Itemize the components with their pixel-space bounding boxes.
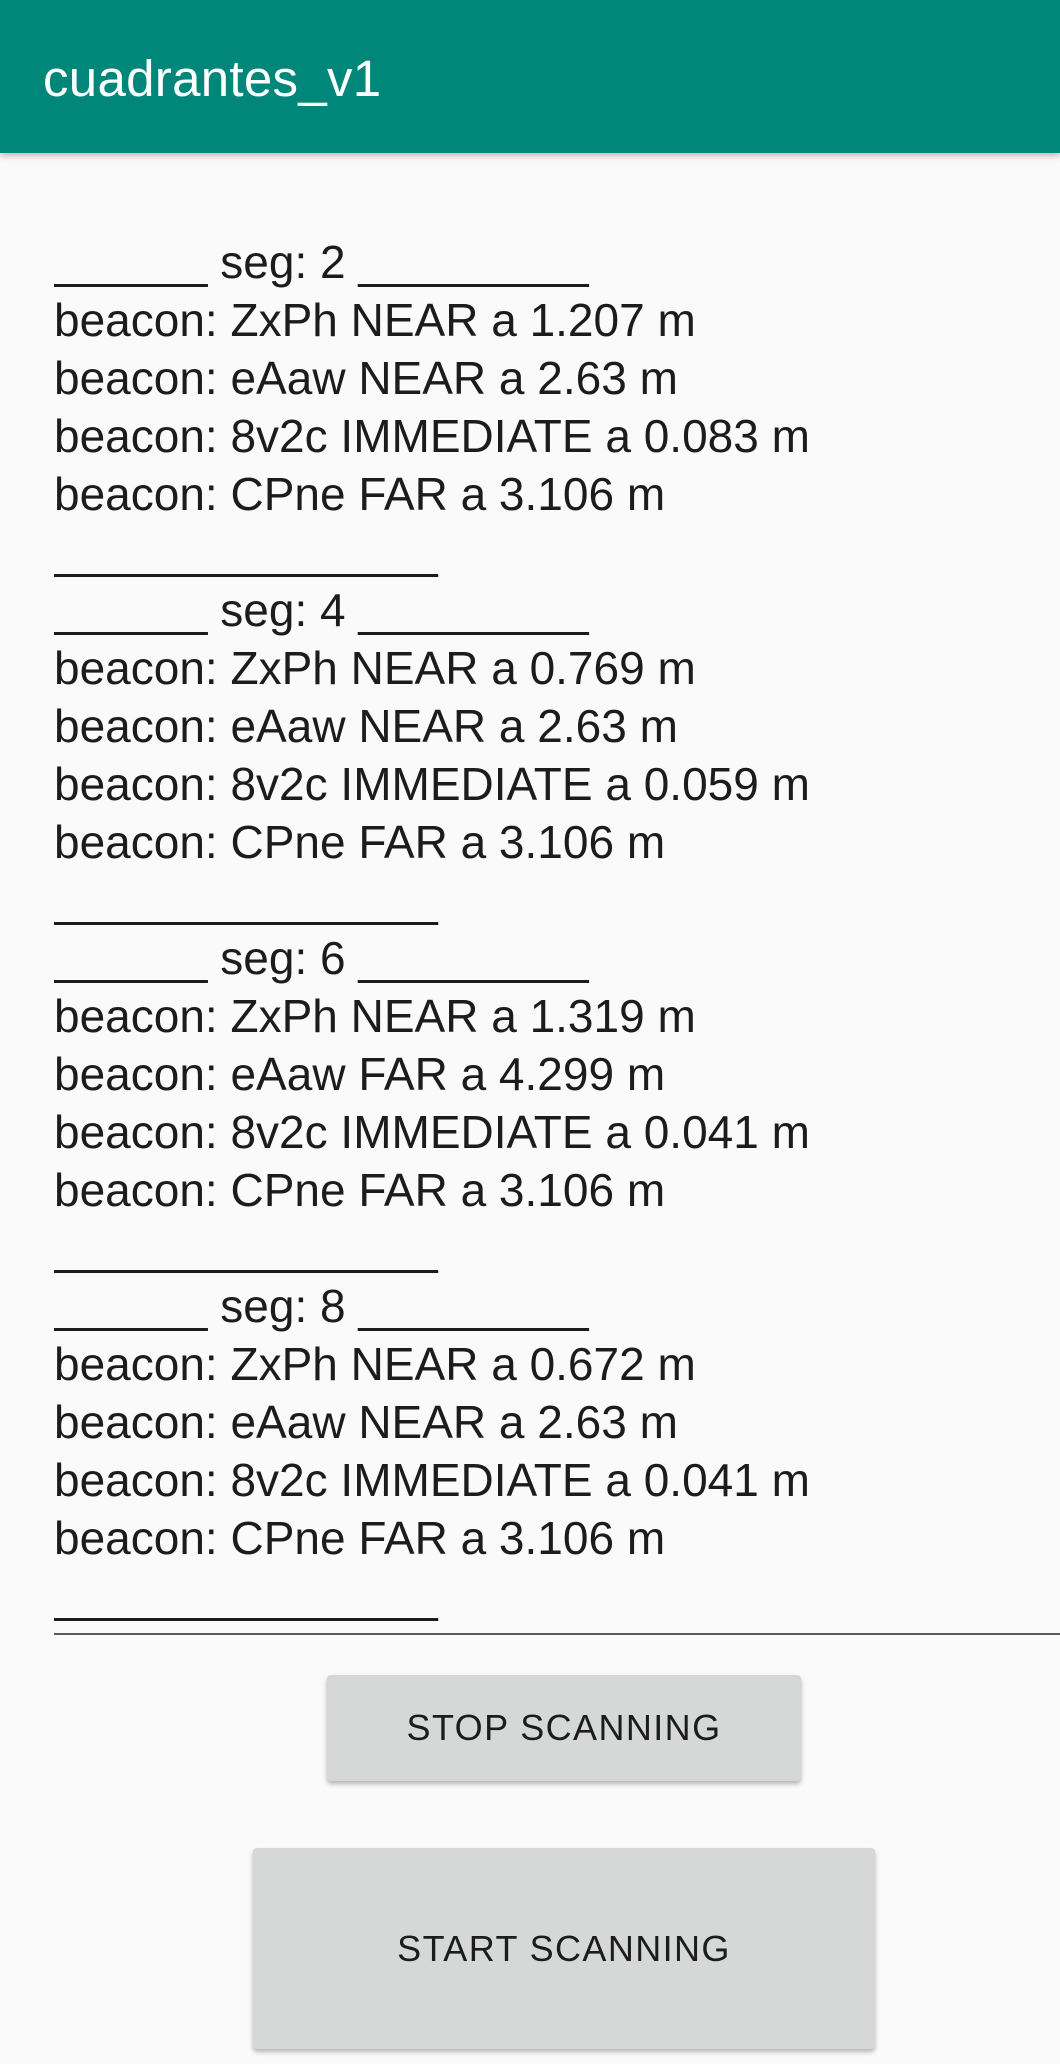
log-line: beacon: ZxPh NEAR a 0.769 m: [54, 642, 696, 694]
log-line: beacon: 8v2c IMMEDIATE a 0.041 m: [54, 1106, 810, 1158]
log-line: beacon: ZxPh NEAR a 1.207 m: [54, 294, 696, 346]
app-title: cuadrantes_v1: [43, 50, 382, 107]
stop-scanning-button[interactable]: STOP SCANNING: [327, 1675, 801, 1781]
log-line: beacon: CPne FAR a 3.106 m: [54, 468, 666, 520]
log-line: beacon: eAaw NEAR a 2.63 m: [54, 700, 678, 752]
text-field-underline: [54, 1633, 1060, 1635]
log-line: ______ seg: 6 _________: [54, 932, 589, 984]
log-line: ______ seg: 8 _________: [54, 1280, 589, 1332]
log-line: beacon: CPne FAR a 3.106 m: [54, 1164, 666, 1216]
beacon-log[interactable]: ______ seg: 2 _________ beacon: ZxPh NEA…: [54, 233, 1060, 1625]
log-line: beacon: eAaw NEAR a 2.63 m: [54, 352, 678, 404]
start-scanning-button[interactable]: START SCANNING: [253, 1848, 875, 2049]
log-line: _______________: [54, 1570, 438, 1622]
log-line: beacon: ZxPh NEAR a 1.319 m: [54, 990, 696, 1042]
log-line: ______ seg: 2 _________: [54, 236, 589, 288]
log-line: beacon: eAaw FAR a 4.299 m: [54, 1048, 666, 1100]
log-line: beacon: eAaw NEAR a 2.63 m: [54, 1396, 678, 1448]
log-line: beacon: CPne FAR a 3.106 m: [54, 816, 666, 868]
log-line: beacon: 8v2c IMMEDIATE a 0.083 m: [54, 410, 810, 462]
log-line: ______ seg: 4 _________: [54, 584, 589, 636]
log-line: _______________: [54, 874, 438, 926]
log-line: beacon: CPne FAR a 3.106 m: [54, 1512, 666, 1564]
app-bar: cuadrantes_v1: [0, 0, 1060, 153]
log-line: _______________: [54, 526, 438, 578]
log-line: beacon: 8v2c IMMEDIATE a 0.041 m: [54, 1454, 810, 1506]
log-line: beacon: ZxPh NEAR a 0.672 m: [54, 1338, 696, 1390]
log-line: beacon: 8v2c IMMEDIATE a 0.059 m: [54, 758, 810, 810]
log-line: _______________: [54, 1222, 438, 1274]
